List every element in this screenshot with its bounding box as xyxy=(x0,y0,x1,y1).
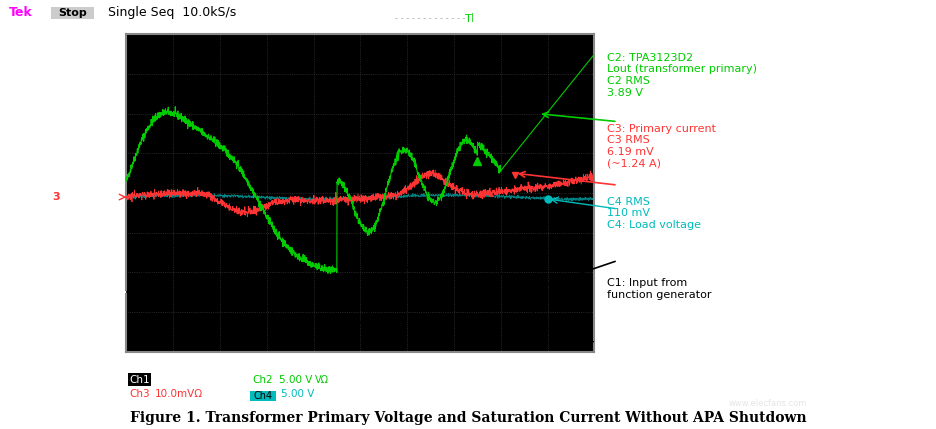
Text: Tek: Tek xyxy=(9,6,33,19)
Text: C2: TPA3123D2: C2: TPA3123D2 xyxy=(607,53,693,63)
Text: Ch4: Ch4 xyxy=(254,391,272,401)
Text: Ch1: Ch1 xyxy=(421,375,442,385)
Text: C3: Primary current: C3: Primary current xyxy=(607,124,715,134)
Text: C3 RMS: C3 RMS xyxy=(607,135,650,145)
Text: - - - - - - - - - - - - -: - - - - - - - - - - - - - xyxy=(395,14,466,22)
Text: Ch1: Ch1 xyxy=(129,375,150,385)
Text: C1: Input from: C1: Input from xyxy=(607,278,687,288)
Text: T: T xyxy=(464,14,472,24)
Text: 500mV: 500mV xyxy=(154,375,191,385)
Text: ↑: ↑ xyxy=(443,375,451,385)
Text: VΩ: VΩ xyxy=(314,375,329,385)
Text: M5.00ms: M5.00ms xyxy=(351,375,399,385)
Text: -80mV: -80mV xyxy=(459,375,492,385)
Text: Ch3: Ch3 xyxy=(129,389,150,399)
Text: Ch2: Ch2 xyxy=(253,375,273,385)
Text: 3: 3 xyxy=(52,192,60,202)
Text: C4 RMS: C4 RMS xyxy=(607,196,650,207)
Text: ]: ] xyxy=(582,12,588,26)
Text: www.elecfans.com: www.elecfans.com xyxy=(728,399,807,408)
Text: |: | xyxy=(471,13,475,21)
Text: C4: Load voltage: C4: Load voltage xyxy=(607,220,700,230)
Text: [: [ xyxy=(297,12,302,26)
Text: 110 mV: 110 mV xyxy=(607,208,650,218)
Text: 6.19 mV: 6.19 mV xyxy=(607,147,653,157)
Text: 10.0mVΩ: 10.0mVΩ xyxy=(154,389,202,399)
Text: Single Seq  10.0kS/s: Single Seq 10.0kS/s xyxy=(108,6,236,19)
Text: 5.00 V: 5.00 V xyxy=(281,389,314,399)
Text: Stop: Stop xyxy=(58,8,87,18)
Text: (~1.24 A): (~1.24 A) xyxy=(607,158,661,169)
Text: 5.00 V: 5.00 V xyxy=(279,375,313,385)
Text: 1: 1 xyxy=(52,287,60,297)
Text: C2 RMS: C2 RMS xyxy=(607,76,650,86)
Text: Figure 1. Transformer Primary Voltage and Saturation Current Without APA Shutdow: Figure 1. Transformer Primary Voltage an… xyxy=(130,411,806,425)
Text: 3.89 V: 3.89 V xyxy=(607,88,642,98)
Text: Lout (transformer primary): Lout (transformer primary) xyxy=(607,64,756,75)
Text: function generator: function generator xyxy=(607,290,711,300)
